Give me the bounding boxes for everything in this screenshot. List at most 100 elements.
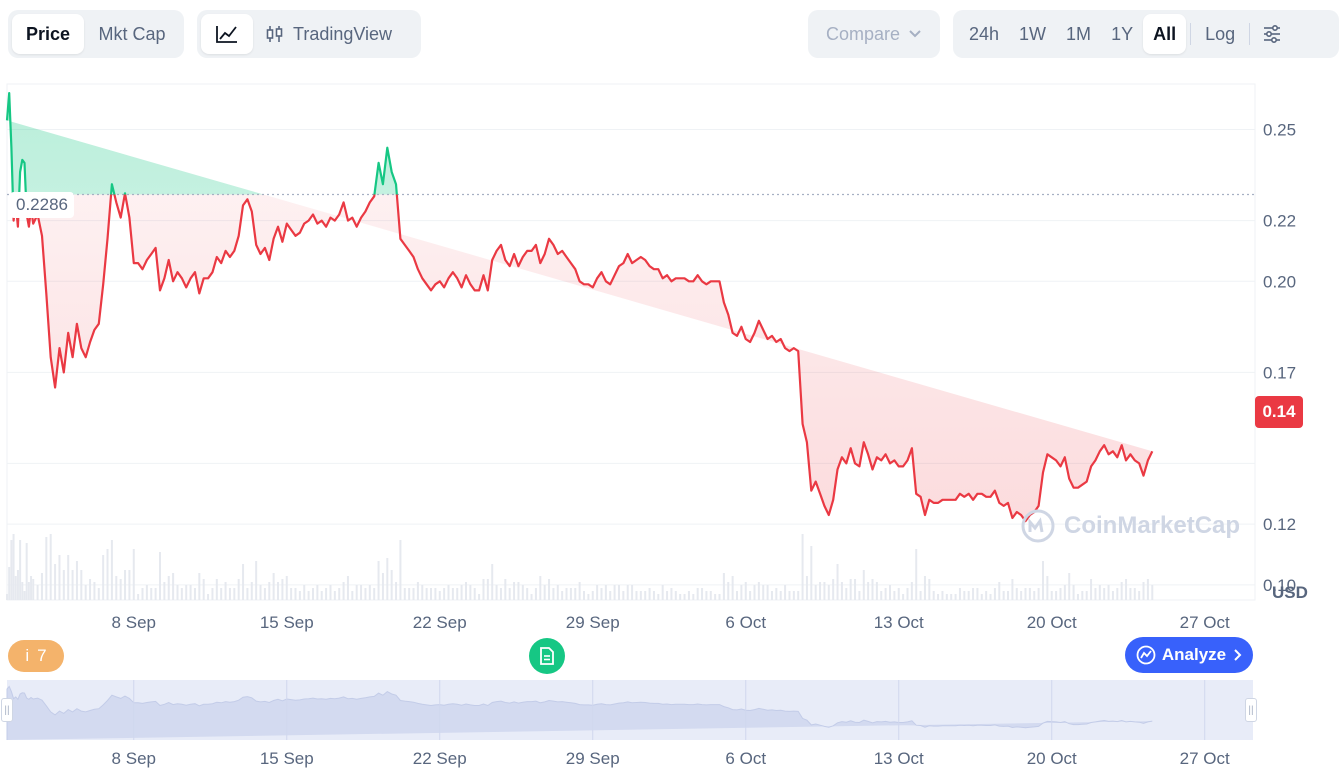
navigator-right-handle[interactable]: ||	[1245, 698, 1257, 722]
volume-bar	[1059, 588, 1062, 600]
x-tick-label: 8 Sep	[112, 613, 156, 632]
volume-bar	[237, 579, 240, 600]
volume-bar	[281, 579, 284, 600]
volume-bar	[30, 576, 33, 600]
volume-bar	[679, 594, 682, 600]
volume-bar	[609, 591, 612, 600]
tradingview-button[interactable]: TradingView	[253, 14, 404, 54]
volume-bar	[45, 537, 48, 600]
volume-bar	[263, 588, 266, 600]
info-events-badge[interactable]: i 7	[8, 640, 64, 672]
volume-bar	[27, 582, 30, 600]
volume-bar	[832, 579, 835, 600]
volume-bar	[499, 588, 502, 600]
volume-bar	[701, 588, 704, 600]
log-scale-button[interactable]: Log	[1205, 23, 1236, 44]
document-event-marker[interactable]	[529, 638, 565, 674]
volume-bar	[469, 585, 472, 600]
volume-bar	[390, 570, 393, 600]
volume-bar	[561, 591, 564, 600]
volume-bar	[530, 594, 533, 600]
volume-bar	[373, 588, 376, 600]
volume-bar	[875, 582, 878, 600]
volume-bar	[1098, 585, 1101, 600]
mkt-cap-tab[interactable]: Mkt Cap	[98, 23, 166, 44]
volume-bar	[819, 582, 822, 600]
price-line-down	[11, 194, 1154, 523]
line-chart-button[interactable]	[201, 14, 253, 54]
volume-bar	[364, 588, 367, 600]
volume-bar	[714, 594, 717, 600]
volume-bar	[775, 588, 778, 600]
range-1w[interactable]: 1W	[1019, 23, 1047, 44]
volume-bar	[1151, 585, 1154, 600]
chart-type-toggle: Price Mkt Cap	[8, 10, 184, 58]
volume-bar	[543, 585, 546, 600]
navigator-left-handle[interactable]: ||	[1, 698, 13, 722]
volume-bar	[513, 582, 516, 600]
volume-bar	[1116, 588, 1119, 600]
volume-bar	[154, 588, 157, 600]
divider	[1249, 23, 1251, 45]
plot-frame	[6, 83, 1256, 601]
volume-bar	[1063, 585, 1066, 600]
volume-bar	[867, 582, 870, 600]
range-all[interactable]: All	[1143, 14, 1187, 54]
volume-bar	[451, 588, 454, 600]
volume-bar	[141, 588, 144, 600]
volume-bar	[731, 576, 734, 600]
analyze-label: Analyze	[1161, 645, 1227, 664]
sliders-icon	[1264, 25, 1281, 43]
divider	[1190, 23, 1192, 45]
volume-bar	[395, 582, 398, 600]
x-tick-label: 6 Oct	[725, 613, 766, 632]
volume-bar	[316, 585, 319, 600]
chart-settings-button[interactable]	[1254, 14, 1290, 54]
volume-bar	[246, 588, 249, 600]
volume-bar	[639, 591, 642, 600]
range-1m[interactable]: 1M	[1066, 23, 1092, 44]
volume-bar	[425, 588, 428, 600]
navigator-area	[6, 685, 1153, 740]
volume-bar	[473, 588, 476, 600]
volume-bar	[119, 579, 122, 600]
volume-bar	[893, 591, 896, 600]
volume-bar	[460, 585, 463, 600]
range-1y[interactable]: 1Y	[1111, 23, 1134, 44]
volume-bar	[351, 591, 354, 600]
volume-bar	[591, 591, 594, 600]
volume-bar	[902, 594, 905, 600]
volume-bar	[884, 588, 887, 600]
analyze-button[interactable]: Analyze	[1125, 637, 1253, 673]
range-24h[interactable]: 24h	[969, 23, 1000, 44]
volume-bar	[495, 585, 498, 600]
volume-bar	[443, 588, 446, 600]
info-icon: i	[25, 646, 30, 665]
volume-bar	[132, 549, 135, 600]
volume-bar	[617, 585, 620, 600]
volume-bar	[399, 540, 402, 600]
volume-bar	[193, 588, 196, 600]
volume-bar	[329, 585, 332, 600]
compare-dropdown[interactable]: Compare	[808, 10, 940, 58]
volume-bar	[849, 579, 852, 600]
volume-bar	[993, 588, 996, 600]
volume-bar	[386, 558, 389, 600]
volume-bar	[1111, 591, 1114, 600]
volume-bar	[836, 564, 839, 600]
navigator-x-tick-label: 8 Sep	[112, 749, 156, 768]
volume-bar	[102, 555, 105, 600]
price-tab[interactable]: Price	[12, 14, 84, 54]
document-icon	[540, 647, 554, 665]
volume-bar	[1015, 588, 1018, 600]
volume-bar	[1037, 588, 1040, 600]
navigator-ticks	[133, 680, 1206, 740]
x-tick-label: 29 Sep	[566, 613, 620, 632]
volume-bar	[1107, 585, 1110, 600]
volume-bar	[845, 588, 848, 600]
volume-bar	[766, 585, 769, 600]
volume-bar	[1133, 588, 1136, 600]
volume-bar	[215, 579, 218, 600]
volume-bar	[32, 579, 35, 600]
